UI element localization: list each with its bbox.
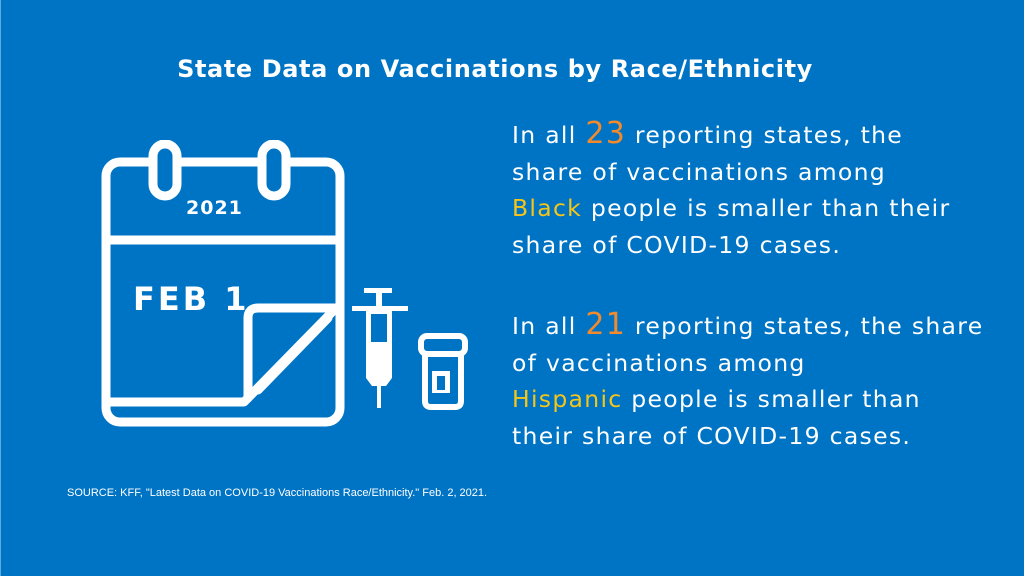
group-label: Hispanic xyxy=(512,385,623,413)
stat-number: 23 xyxy=(585,116,627,151)
group-label: Black xyxy=(512,194,583,222)
stat-prefix: In all xyxy=(512,312,586,340)
calendar-graphic: 2021 FEB 1 xyxy=(98,140,348,430)
stat-text: reporting states, the share xyxy=(626,312,984,340)
calendar-year: 2021 xyxy=(186,197,243,219)
calendar-date: FEB 1 xyxy=(133,280,250,318)
syringe-icon xyxy=(352,288,408,408)
stat-text: people is smaller than xyxy=(622,385,921,413)
page-title: State Data on Vaccinations by Race/Ethni… xyxy=(177,55,813,83)
calendar-icon xyxy=(101,140,345,427)
stat-text: people is smaller than their xyxy=(582,194,951,222)
stat-black: In all 23 reporting states, the share of… xyxy=(512,116,1012,263)
stat-number: 21 xyxy=(585,307,627,342)
stat-text: share of COVID-19 cases. xyxy=(512,230,842,259)
stat-text: their share of COVID-19 cases. xyxy=(512,421,912,450)
stat-text: reporting states, the xyxy=(626,121,904,149)
source-citation: SOURCE: KFF, "Latest Data on COVID-19 Va… xyxy=(67,487,488,499)
vaccine-vial-icon xyxy=(418,333,468,410)
stat-text: of vaccinations among xyxy=(512,348,806,377)
stat-prefix: In all xyxy=(512,121,586,149)
stat-hispanic: In all 21 reporting states, the share of… xyxy=(512,307,1012,454)
left-edge-line xyxy=(0,0,1,576)
stat-text: share of vaccinations among xyxy=(512,157,887,186)
